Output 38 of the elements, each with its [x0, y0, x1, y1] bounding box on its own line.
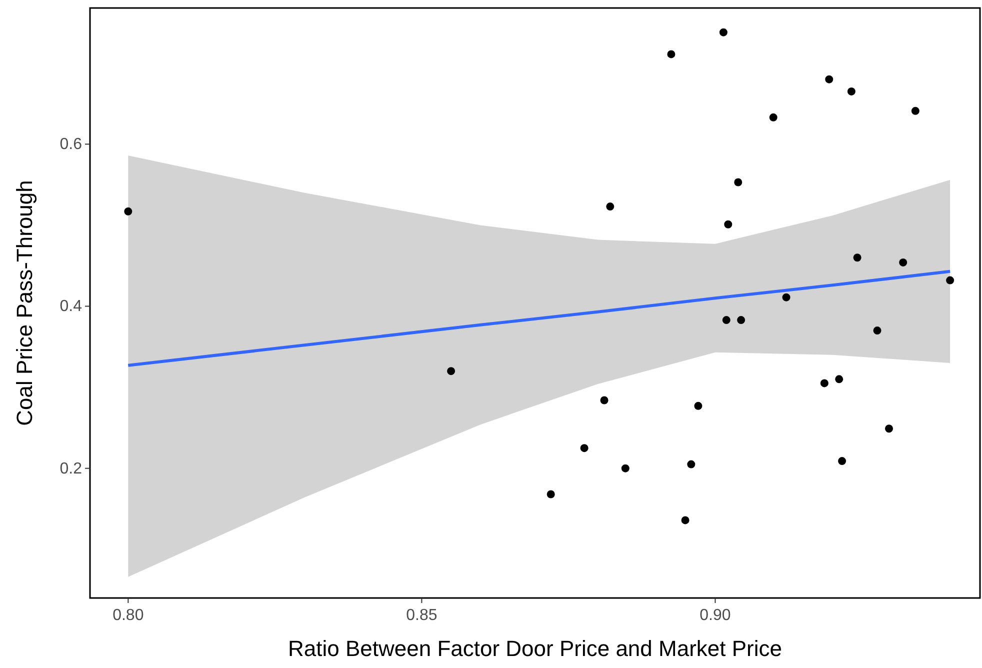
point: [847, 87, 856, 96]
point: [719, 28, 728, 36]
x-tick-label: 0.80: [112, 607, 144, 624]
point: [873, 326, 882, 335]
point: [621, 464, 630, 472]
x-tick-label: 0.90: [700, 607, 731, 624]
point: [737, 316, 746, 324]
point: [899, 258, 908, 266]
point: [734, 178, 742, 186]
point: [694, 402, 702, 410]
y-tick-label: 0.4: [60, 298, 82, 316]
point: [769, 113, 778, 122]
point: [600, 396, 608, 404]
y-tick-label: 0.2: [60, 460, 82, 478]
x-axis-title: Ratio Between Factor Door Price and Market Price: [288, 636, 782, 661]
point: [580, 444, 588, 452]
y-axis-title: Coal Price Pass-Through: [12, 180, 37, 426]
point: [724, 220, 732, 228]
point: [681, 516, 690, 524]
point: [835, 375, 844, 384]
point: [722, 316, 730, 324]
point: [838, 457, 846, 466]
point: [687, 460, 696, 468]
point: [782, 293, 790, 302]
point: [885, 424, 894, 433]
point: [946, 276, 954, 284]
line-series: [126, 270, 952, 367]
point: [825, 75, 834, 84]
point: [124, 207, 132, 216]
point: [667, 50, 676, 58]
point: [911, 106, 920, 115]
point: [606, 202, 614, 211]
point: [820, 379, 828, 388]
point: [447, 367, 456, 376]
x-tick-label: 0.85: [406, 607, 438, 624]
y-tick-label: 0.6: [60, 136, 82, 154]
point: [546, 490, 555, 498]
point: [853, 254, 862, 262]
